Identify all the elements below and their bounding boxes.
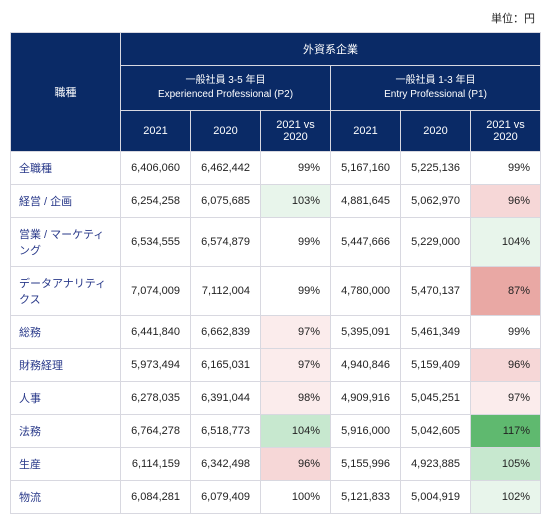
cell-b-2021: 5,155,996	[331, 448, 401, 481]
cell-b-2021: 4,881,645	[331, 185, 401, 218]
col-a-2020: 2020	[191, 111, 261, 152]
cell-a-ratio: 99%	[261, 218, 331, 267]
header-company-group: 外資系企業	[121, 33, 541, 66]
col-a-2021: 2021	[121, 111, 191, 152]
row-label: 全職種	[11, 152, 121, 185]
cell-a-2020: 6,165,031	[191, 349, 261, 382]
cell-b-2020: 5,461,349	[401, 316, 471, 349]
row-label: 人事	[11, 382, 121, 415]
cell-a-2021: 6,441,840	[121, 316, 191, 349]
row-label: 財務経理	[11, 349, 121, 382]
cell-a-2020: 6,391,044	[191, 382, 261, 415]
cell-b-2021: 5,121,833	[331, 481, 401, 514]
table-row: 生産6,114,1596,342,49896%5,155,9964,923,88…	[11, 448, 541, 481]
cell-a-2020: 6,342,498	[191, 448, 261, 481]
table-row: 法務6,764,2786,518,773104%5,916,0005,042,6…	[11, 415, 541, 448]
row-label: データアナリティクス	[11, 267, 121, 316]
cell-b-ratio: 102%	[471, 481, 541, 514]
cell-a-2020: 6,075,685	[191, 185, 261, 218]
cell-b-ratio: 99%	[471, 316, 541, 349]
table-row: 物流6,084,2816,079,409100%5,121,8335,004,9…	[11, 481, 541, 514]
cell-b-ratio: 96%	[471, 185, 541, 218]
cell-b-2021: 4,780,000	[331, 267, 401, 316]
col-b-2020: 2020	[401, 111, 471, 152]
cell-a-ratio: 96%	[261, 448, 331, 481]
cell-a-2021: 6,278,035	[121, 382, 191, 415]
cell-b-2020: 5,045,251	[401, 382, 471, 415]
header-group-a: 一般社員 3-5 年目 Experienced Professional (P2…	[121, 66, 331, 111]
table-row: 営業 / マーケティング6,534,5556,574,87999%5,447,6…	[11, 218, 541, 267]
cell-b-2020: 5,004,919	[401, 481, 471, 514]
row-label: 営業 / マーケティング	[11, 218, 121, 267]
cell-a-2020: 6,518,773	[191, 415, 261, 448]
cell-b-2020: 5,470,137	[401, 267, 471, 316]
header-group-a-line2: Experienced Professional (P2)	[158, 89, 293, 100]
cell-b-2021: 5,916,000	[331, 415, 401, 448]
salary-table: 職種 外資系企業 一般社員 3-5 年目 Experienced Profess…	[10, 32, 541, 514]
cell-a-2020: 6,079,409	[191, 481, 261, 514]
table-row: 財務経理5,973,4946,165,03197%4,940,8465,159,…	[11, 349, 541, 382]
cell-a-2021: 5,973,494	[121, 349, 191, 382]
header-group-b: 一般社員 1-3 年目 Entry Professional (P1)	[331, 66, 541, 111]
cell-a-ratio: 99%	[261, 267, 331, 316]
cell-b-2020: 5,225,136	[401, 152, 471, 185]
cell-a-2020: 7,112,004	[191, 267, 261, 316]
cell-a-2021: 6,534,555	[121, 218, 191, 267]
cell-b-2021: 5,395,091	[331, 316, 401, 349]
cell-a-ratio: 104%	[261, 415, 331, 448]
table-row: 全職種6,406,0606,462,44299%5,167,1605,225,1…	[11, 152, 541, 185]
header-group-b-line2: Entry Professional (P1)	[384, 89, 487, 100]
cell-b-2020: 5,159,409	[401, 349, 471, 382]
cell-a-2021: 7,074,009	[121, 267, 191, 316]
cell-b-2020: 5,042,605	[401, 415, 471, 448]
cell-a-2021: 6,764,278	[121, 415, 191, 448]
col-b-2021: 2021	[331, 111, 401, 152]
cell-a-2020: 6,574,879	[191, 218, 261, 267]
table-row: 人事6,278,0356,391,04498%4,909,9165,045,25…	[11, 382, 541, 415]
cell-a-2021: 6,406,060	[121, 152, 191, 185]
cell-b-ratio: 117%	[471, 415, 541, 448]
cell-b-2021: 4,909,916	[331, 382, 401, 415]
header-group-a-line1: 一般社員 3-5 年目	[185, 75, 265, 86]
cell-a-ratio: 97%	[261, 349, 331, 382]
cell-b-ratio: 99%	[471, 152, 541, 185]
col-a-ratio: 2021 vs 2020	[261, 111, 331, 152]
cell-a-2021: 6,084,281	[121, 481, 191, 514]
cell-b-ratio: 97%	[471, 382, 541, 415]
cell-a-ratio: 100%	[261, 481, 331, 514]
unit-label: 単位：円	[10, 10, 539, 26]
cell-b-2020: 4,923,885	[401, 448, 471, 481]
cell-a-ratio: 103%	[261, 185, 331, 218]
table-row: 総務6,441,8406,662,83997%5,395,0915,461,34…	[11, 316, 541, 349]
cell-b-ratio: 96%	[471, 349, 541, 382]
cell-a-2021: 6,254,258	[121, 185, 191, 218]
cell-b-2021: 5,447,666	[331, 218, 401, 267]
cell-a-2020: 6,462,442	[191, 152, 261, 185]
cell-b-2020: 5,062,970	[401, 185, 471, 218]
row-label: 生産	[11, 448, 121, 481]
table-row: データアナリティクス7,074,0097,112,00499%4,780,000…	[11, 267, 541, 316]
col-b-ratio: 2021 vs 2020	[471, 111, 541, 152]
cell-a-2021: 6,114,159	[121, 448, 191, 481]
header-job-type: 職種	[11, 33, 121, 152]
cell-a-2020: 6,662,839	[191, 316, 261, 349]
cell-b-ratio: 105%	[471, 448, 541, 481]
row-label: 経営 / 企画	[11, 185, 121, 218]
row-label: 物流	[11, 481, 121, 514]
cell-b-2021: 4,940,846	[331, 349, 401, 382]
cell-a-ratio: 99%	[261, 152, 331, 185]
row-label: 法務	[11, 415, 121, 448]
cell-b-ratio: 104%	[471, 218, 541, 267]
cell-b-2021: 5,167,160	[331, 152, 401, 185]
cell-a-ratio: 98%	[261, 382, 331, 415]
row-label: 総務	[11, 316, 121, 349]
header-group-b-line1: 一般社員 1-3 年目	[396, 75, 476, 86]
cell-b-2020: 5,229,000	[401, 218, 471, 267]
cell-b-ratio: 87%	[471, 267, 541, 316]
table-row: 経営 / 企画6,254,2586,075,685103%4,881,6455,…	[11, 185, 541, 218]
cell-a-ratio: 97%	[261, 316, 331, 349]
